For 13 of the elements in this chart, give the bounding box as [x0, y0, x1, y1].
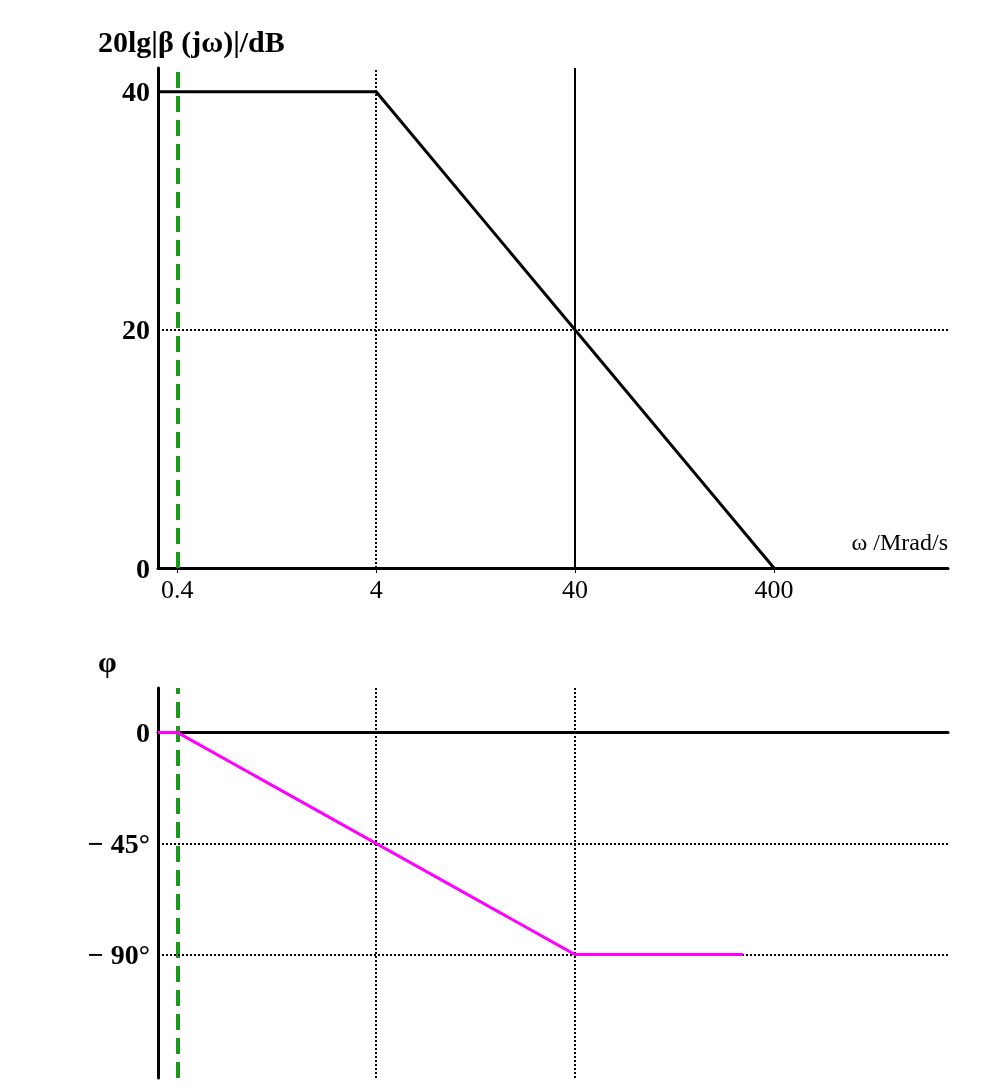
- y-axis-title: 20lg|β (jω)|/dB: [98, 24, 285, 59]
- x-tick-label: 40: [562, 574, 589, 604]
- y-tick-label: 40: [122, 76, 150, 108]
- y-tick-label: 0: [136, 552, 150, 584]
- y-tick-label: − 90°: [87, 939, 150, 971]
- y-tick-label: − 45°: [87, 828, 150, 860]
- x-tick-label: 4: [369, 574, 383, 604]
- x-tick-label: 400: [754, 574, 794, 604]
- y-tick-label: 0: [136, 716, 150, 748]
- y-axis-title: φ: [98, 644, 117, 678]
- x-axis-title: ω /Mrad/s: [851, 529, 948, 555]
- x-tick-label: 0.4: [161, 574, 194, 604]
- y-tick-label: 20: [122, 314, 150, 346]
